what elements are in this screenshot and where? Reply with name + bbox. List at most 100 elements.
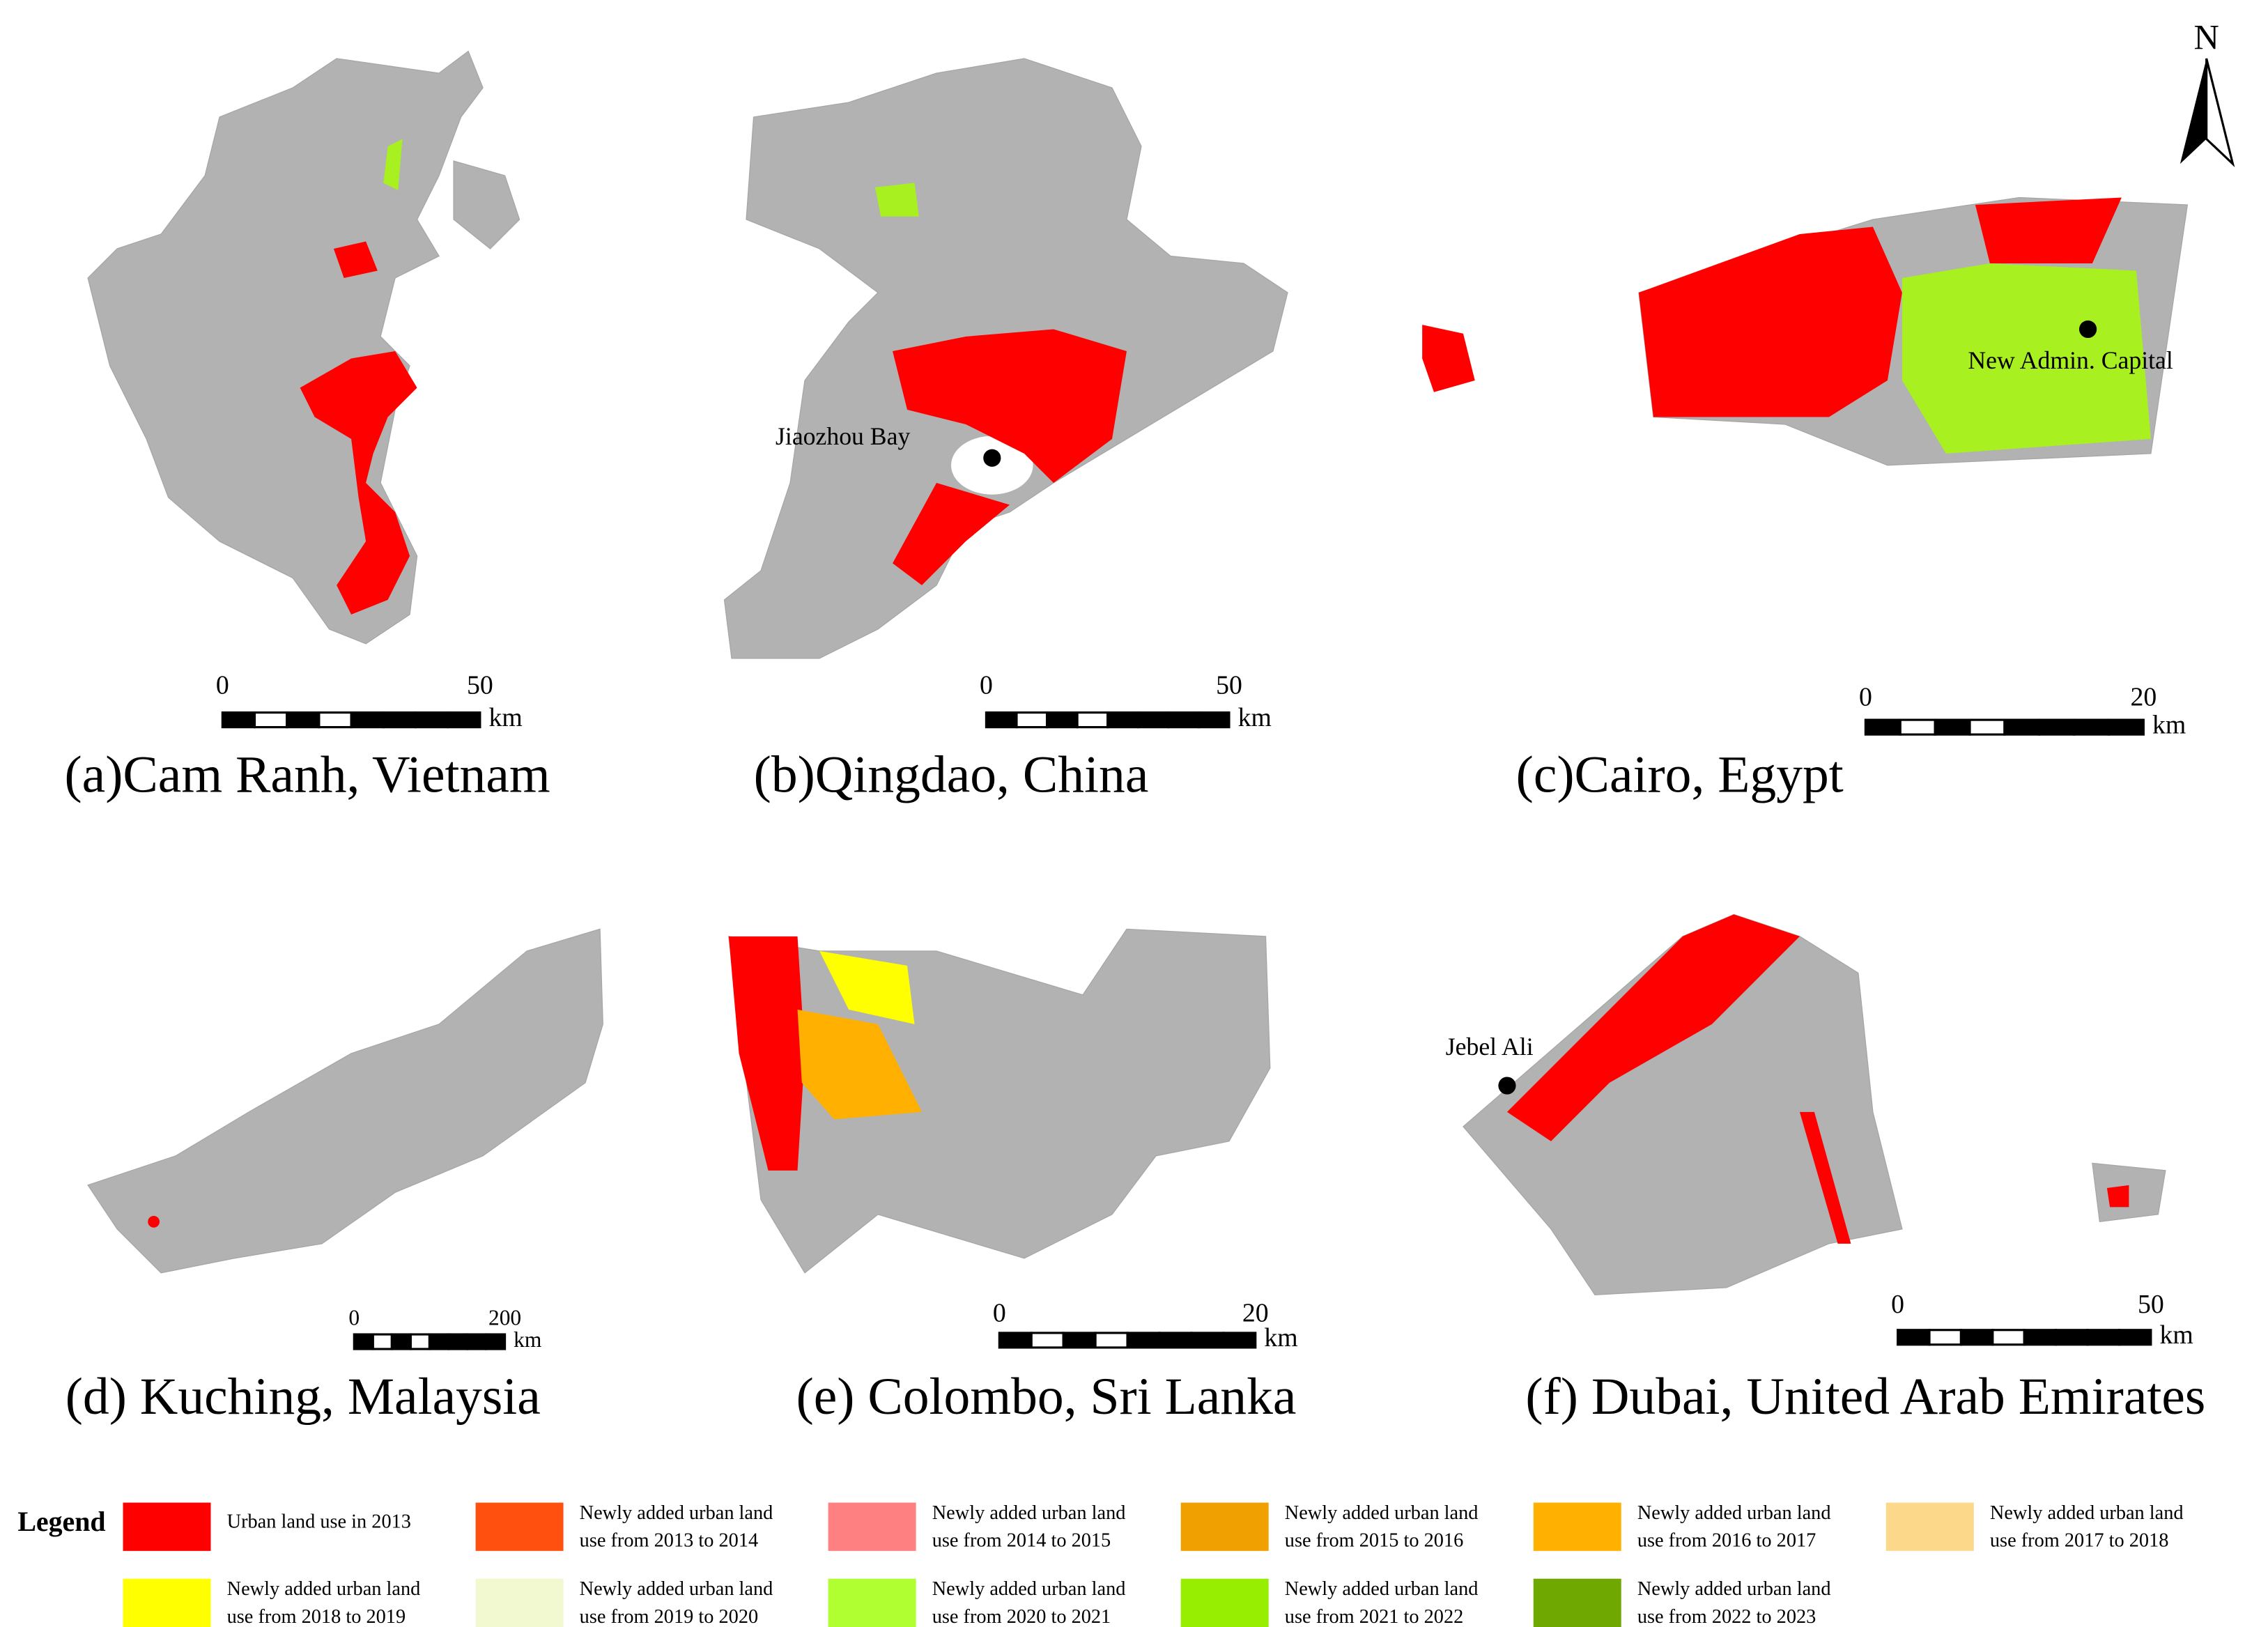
scale-unit: km [2159,1320,2193,1350]
scale-end: 50 [1216,671,1242,700]
legend-swatch [1533,1502,1621,1551]
map-shapes [87,50,2189,1295]
scale-bar-segment [447,1333,469,1350]
map-kuching [87,928,603,1274]
legend-label: use from 2017 to 2018 [1990,1530,2169,1552]
legend-label: use from 2022 to 2023 [1637,1606,1816,1627]
legend-label: Newly added urban land [932,1502,1126,1524]
scale-bar-segment [2055,1329,2089,1346]
map-dubai [1463,913,1903,1295]
legend-swatch [475,1578,564,1627]
map-cam-ranh [87,50,484,645]
scale-start: 0 [993,1298,1006,1327]
scale-bar-segment [1968,718,2006,736]
scale-bar-segment [1094,1332,1129,1349]
scale-bar-segment [2073,718,2111,736]
scale-bar-segment [1158,1332,1193,1349]
legend-label: use from 2020 to 2021 [932,1606,1111,1627]
legend-swatch [828,1578,916,1627]
legend-label: Newly added urban land [580,1578,773,1600]
legend-label: use from 2019 to 2020 [580,1606,759,1627]
legend-swatch [828,1502,916,1551]
scale-bar-segment [998,1332,1033,1349]
place-dot [983,449,1001,467]
scale-bar-segment [1864,718,1901,736]
scale-bar-segment [318,711,353,729]
arrow-half-light [2205,58,2235,168]
scale-bar-segment [484,1333,507,1350]
labels: (a)Cam Ranh, Vietnam 0 50 km (b)Qingdao, Chi… [17,320,2205,1627]
scale-bar-segment [1062,1332,1097,1349]
legend-label: Newly added urban land [227,1578,421,1600]
scale-end: 50 [467,671,493,700]
legend-swatch [1533,1578,1621,1627]
scale-bar-segment [428,1333,450,1350]
urban-d [148,1215,160,1228]
scale-bar-segment [2117,1329,2152,1346]
urban-f3 [2106,1185,2129,1208]
legend-swatch [123,1502,211,1551]
scale-bar-segment [1934,718,1971,736]
new-e2 [819,950,915,1024]
scale-bar-segment [2107,718,2145,736]
urban-a2 [333,241,378,278]
scale-bar-segment [1106,711,1139,729]
scale-bar-segment [1136,711,1170,729]
panel-caption: (e) Colombo, Sri Lanka [796,1368,1297,1426]
scale-bar-segment [1167,711,1200,729]
urban-c [1638,226,1902,417]
panel-caption: (a)Cam Ranh, Vietnam [65,746,550,804]
scale-bar-segment [414,711,449,729]
scale-bar-segment [353,1333,374,1350]
new-b [874,183,919,217]
legend-swatch [1180,1578,1269,1627]
scale-unit: km [2152,710,2186,739]
legend-swatch [1180,1502,1269,1551]
scale-bar-segment [1222,1332,1257,1349]
scale-bar-segment [221,711,256,729]
scale-bar-segment [1045,711,1079,729]
scale-end: 20 [2130,682,2157,711]
scale-unit: km [488,703,522,732]
scale-bar-segment [2038,718,2076,736]
scale-bar-segment [1959,1329,1994,1346]
scale-bar-segment [1076,711,1109,729]
scale-bar-segment [2003,718,2041,736]
new-e [797,1009,923,1120]
legend-label: use from 2018 to 2019 [227,1606,406,1627]
legend-label: Urban land use in 2013 [227,1511,411,1532]
scale-bar-segment [286,711,321,729]
scale-bar-segment [1991,1329,2026,1346]
scale-bar-segment [985,711,1018,729]
scale-unit: km [1238,703,1272,732]
legend-swatch [123,1578,211,1627]
scale-bar-segment [409,1333,431,1350]
legend-label: Newly added urban land [1637,1578,1831,1600]
scale-bar-segment [465,1333,488,1350]
scale-bar-segment [253,711,288,729]
urban-e [728,936,805,1171]
legend-label: Newly added urban land [1285,1578,1479,1600]
legend-label: Newly added urban land [580,1502,773,1524]
scale-start: 0 [216,671,229,700]
scale-bar-segment [1928,1329,1962,1346]
panel-caption: (d) Kuching, Malaysia [65,1368,541,1426]
map-colombo [728,928,1271,1274]
panel-caption: (b)Qingdao, China [754,746,1149,804]
scale-bar-segment [371,1333,393,1350]
legend-label: Newly added urban land [1990,1502,2184,1524]
urban-c2 [1975,197,2122,263]
scale-bar-segment [1030,1332,1065,1349]
legend-swatch [475,1502,564,1551]
scale-bar-segment [1126,1332,1161,1349]
legend-label: use from 2013 to 2014 [580,1530,759,1552]
urban-c3 [1422,325,1475,392]
panel-caption: (c)Cairo, Egypt [1516,746,1844,804]
scale-bar-segment [350,711,385,729]
place-label: Jebel Ali [1446,1033,1534,1061]
new-c [1901,263,2151,454]
scale-bar-segment [447,711,481,729]
scale-start: 0 [1891,1290,1904,1319]
urban-a [300,350,417,615]
